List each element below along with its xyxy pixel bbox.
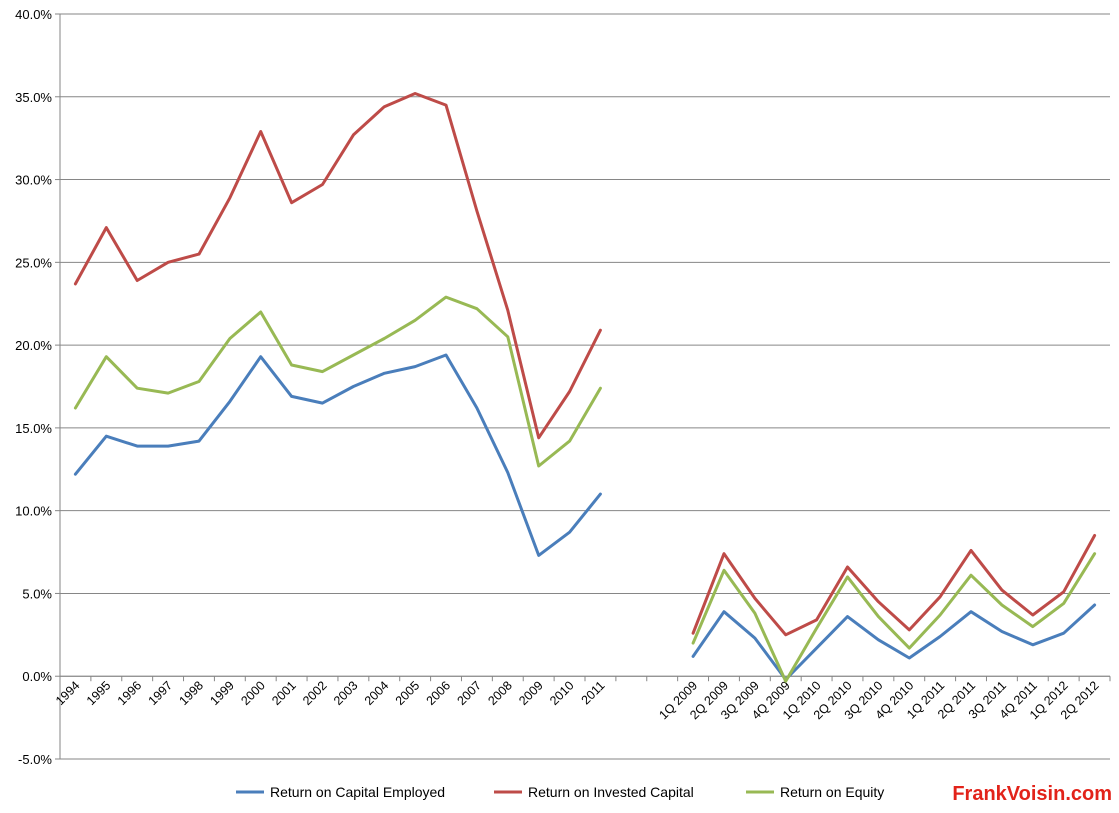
- x-tick-label: 2004: [362, 678, 392, 708]
- y-tick-label: -5.0%: [18, 752, 52, 767]
- legend: Return on Capital Employed Return on Inve…: [236, 784, 884, 800]
- y-tick-labels: -5.0% 0.0% 5.0% 10.0% 15.0% 20.0% 25.0% 30.0% 35…: [15, 7, 52, 767]
- x-tick-label: 1995: [84, 678, 114, 708]
- axes: [55, 13, 1111, 760]
- grid-lines: [60, 13, 1110, 760]
- x-tick-label: 1999: [207, 678, 237, 708]
- x-tick-label: 2008: [485, 678, 515, 708]
- series-line-segment: [73, 353, 602, 557]
- y-tick-label: 20.0%: [15, 338, 52, 353]
- x-tick-label: 2001: [269, 678, 299, 708]
- series-line-segment: [691, 552, 1097, 683]
- y-tick-label: 5.0%: [22, 586, 52, 601]
- x-tick-label: 2003: [331, 678, 361, 708]
- legend-label: Return on Invested Capital: [528, 784, 694, 800]
- x-tick-label: 1998: [177, 678, 207, 708]
- x-tick-label: 2006: [424, 678, 454, 708]
- watermark-text: FrankVoisin.com: [952, 783, 1112, 805]
- series-line: [73, 353, 1097, 681]
- x-tick-label: 2005: [393, 678, 423, 708]
- series-line-segment: [691, 603, 1097, 681]
- y-tick-label: 40.0%: [15, 7, 52, 22]
- legend-label: Return on Equity: [780, 784, 884, 800]
- x-tick-label: 2002: [300, 678, 330, 708]
- y-tick-label: 15.0%: [15, 421, 52, 436]
- x-tick-label: 2000: [238, 678, 268, 708]
- series-line-segment: [73, 295, 602, 468]
- series-lines: [73, 92, 1097, 683]
- x-tick-label: 1996: [115, 678, 145, 708]
- x-tick-label: 2009: [516, 678, 546, 708]
- x-tick-label: 2011: [579, 678, 608, 707]
- x-tick-label: 2007: [454, 678, 484, 708]
- y-tick-label: 35.0%: [15, 90, 52, 105]
- y-tick-label: 30.0%: [15, 173, 52, 188]
- y-tick-label: 25.0%: [15, 255, 52, 270]
- x-tick-label: 1994: [53, 678, 83, 708]
- x-tick-label: 2010: [547, 678, 577, 708]
- series-line-segment: [73, 92, 602, 440]
- series-line-segment: [691, 534, 1097, 637]
- y-tick-label: 10.0%: [15, 504, 52, 519]
- x-tick-label: 1997: [146, 678, 176, 708]
- series-line: [73, 295, 1097, 683]
- legend-label: Return on Capital Employed: [270, 784, 445, 800]
- x-tick-labels: 1994 1995 1996 1997 1998 1999 2000 2001 2002 2003…: [53, 678, 1102, 722]
- series-line: [73, 92, 1097, 637]
- y-tick-label: 0.0%: [22, 669, 52, 684]
